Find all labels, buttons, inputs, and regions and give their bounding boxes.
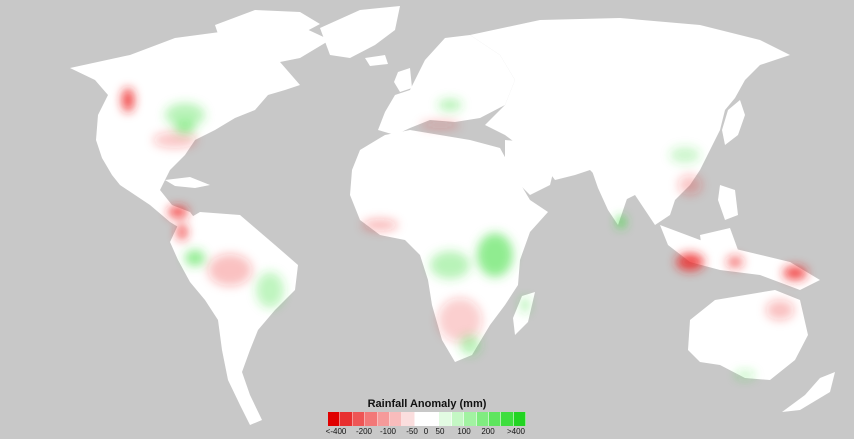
legend-swatch	[439, 412, 452, 426]
wet-south-africa-east	[460, 335, 480, 355]
dry-anomalies	[122, 88, 807, 342]
legend-swatch	[476, 412, 489, 426]
legend-tick: 200	[481, 427, 495, 436]
philippines	[718, 185, 738, 220]
british-isles	[394, 68, 412, 92]
dry-central-america	[168, 206, 188, 218]
dry-east-australia	[766, 300, 794, 320]
europe	[378, 35, 515, 135]
legend-title: Rainfall Anomaly (mm)	[367, 398, 487, 410]
dry-southern-africa	[438, 298, 482, 342]
wet-australia-west	[735, 371, 755, 379]
dry-west-africa	[362, 219, 398, 231]
legend-tick: -100	[379, 427, 397, 436]
legend-swatch	[414, 412, 427, 426]
africa	[350, 130, 548, 362]
legend-swatch	[340, 412, 353, 426]
new-zealand	[782, 372, 835, 412]
legend-tick: >400	[506, 427, 526, 436]
legend-color-bar	[328, 412, 526, 426]
caribbean	[165, 177, 210, 188]
north-america	[70, 26, 330, 230]
legend-swatch	[328, 412, 341, 426]
legend-tick: 0	[423, 427, 429, 436]
iceland	[365, 55, 388, 66]
india	[590, 165, 630, 225]
legend-tick: <-400	[325, 427, 347, 436]
rainfall-anomaly-legend: Rainfall Anomaly (mm) <-400 -200 -100 -50 0 5…	[326, 398, 528, 438]
legend-tick: -200	[355, 427, 373, 436]
legend-swatch	[464, 412, 477, 426]
dry-pacific-northwest	[122, 88, 134, 112]
wet-east-africa	[477, 233, 513, 277]
dry-colombia	[177, 224, 187, 240]
dry-south-china	[678, 175, 702, 195]
legend-swatch	[402, 412, 415, 426]
legend-swatch	[352, 412, 366, 426]
dry-borneo	[727, 256, 743, 268]
wet-canada	[165, 103, 205, 127]
wet-west-amazon	[185, 250, 205, 266]
dry-amazon	[208, 254, 252, 286]
legend-tick: 100	[457, 427, 471, 436]
wet-china	[670, 147, 700, 163]
legend-swatch	[501, 412, 514, 426]
wet-great-lakes	[175, 122, 195, 134]
dry-us-south	[153, 132, 197, 148]
land-masses	[70, 6, 835, 425]
arctic-islands	[215, 10, 320, 42]
legend-swatch	[427, 412, 440, 426]
legend-tick: 50	[435, 427, 445, 436]
borneo	[700, 228, 738, 258]
dry-new-guinea	[783, 266, 807, 280]
dry-mediterranean	[420, 121, 460, 129]
south-america	[170, 212, 298, 425]
wet-sri-lanka	[617, 216, 625, 228]
legend-tick: -50	[406, 427, 418, 436]
japan	[722, 100, 745, 145]
wet-central-africa	[430, 251, 470, 279]
legend-swatch	[451, 412, 465, 426]
dry-sumatra	[676, 253, 704, 271]
legend-swatch	[365, 412, 378, 426]
legend-swatch	[377, 412, 390, 426]
wet-balkans	[438, 99, 462, 111]
legend-tick-labels: <-400 -200 -100 -50 0 50 100 200 >400	[326, 427, 528, 438]
wet-anomalies	[165, 99, 755, 379]
legend-swatch	[513, 412, 526, 426]
wet-madagascar	[521, 297, 529, 313]
greenland	[320, 6, 400, 58]
madagascar	[513, 292, 535, 335]
wet-brazil-east	[256, 272, 284, 308]
legend-swatch	[488, 412, 502, 426]
legend-swatch	[389, 412, 403, 426]
